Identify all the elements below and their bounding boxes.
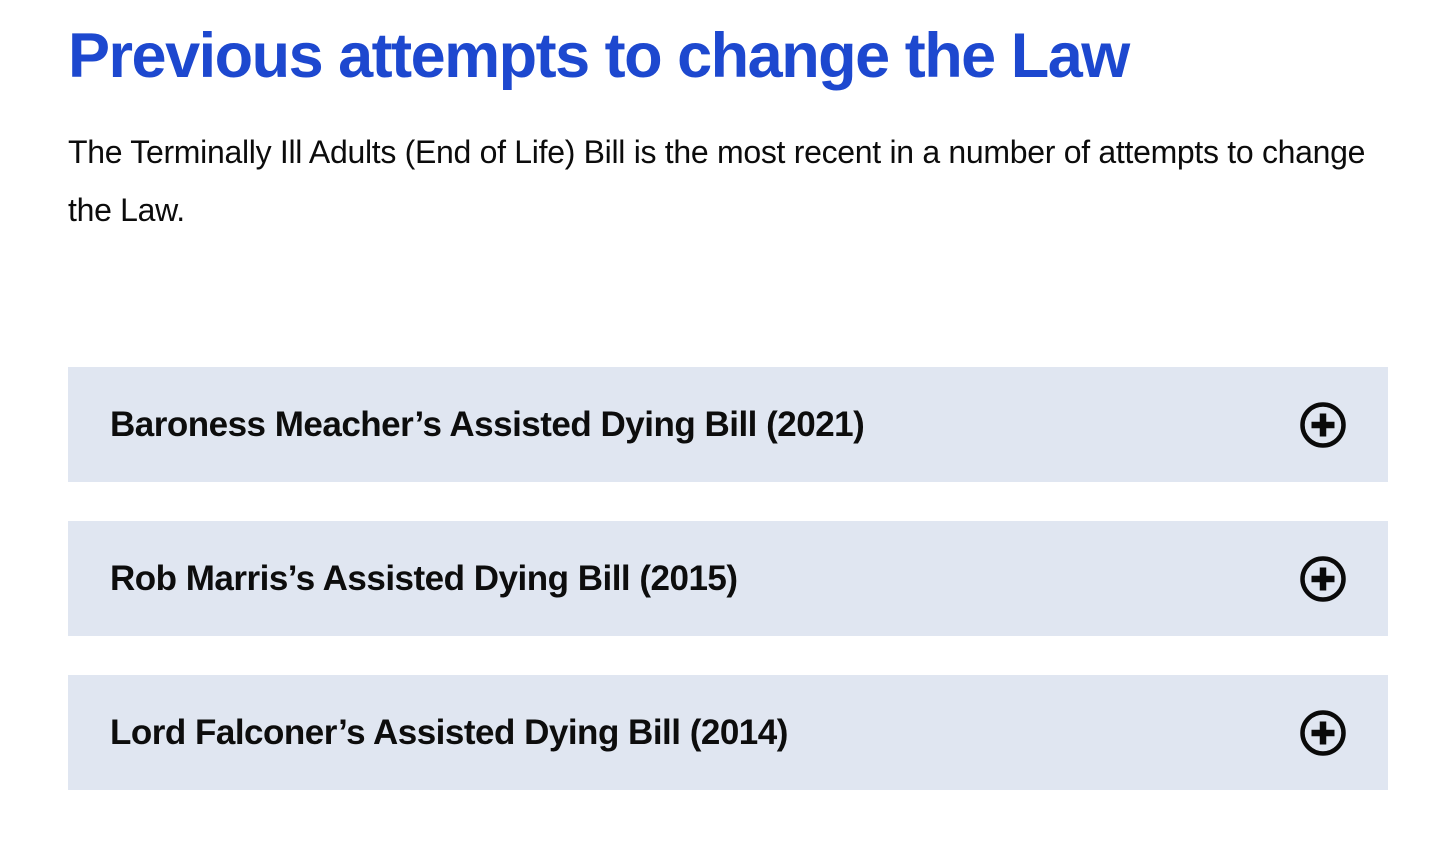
accordion-row-baroness-meacher[interactable]: Baroness Meacher’s Assisted Dying Bill (…	[68, 367, 1388, 483]
accordion: Baroness Meacher’s Assisted Dying Bill (…	[68, 367, 1388, 791]
accordion-row-lord-falconer[interactable]: Lord Falconer’s Assisted Dying Bill (201…	[68, 675, 1388, 791]
plus-circle-icon[interactable]	[1298, 400, 1348, 450]
plus-circle-icon[interactable]	[1298, 554, 1348, 604]
page-title: Previous attempts to change the Law	[68, 21, 1130, 91]
plus-circle-icon[interactable]	[1298, 708, 1348, 758]
accordion-row-label: Baroness Meacher’s Assisted Dying Bill (…	[110, 404, 865, 444]
accordion-row-label: Lord Falconer’s Assisted Dying Bill (201…	[110, 712, 788, 752]
accordion-row-label: Rob Marris’s Assisted Dying Bill (2015)	[110, 558, 738, 598]
accordion-row-rob-marris[interactable]: Rob Marris’s Assisted Dying Bill (2015)	[68, 521, 1388, 637]
intro-paragraph: The Terminally Ill Adults (End of Life) …	[68, 134, 1366, 229]
